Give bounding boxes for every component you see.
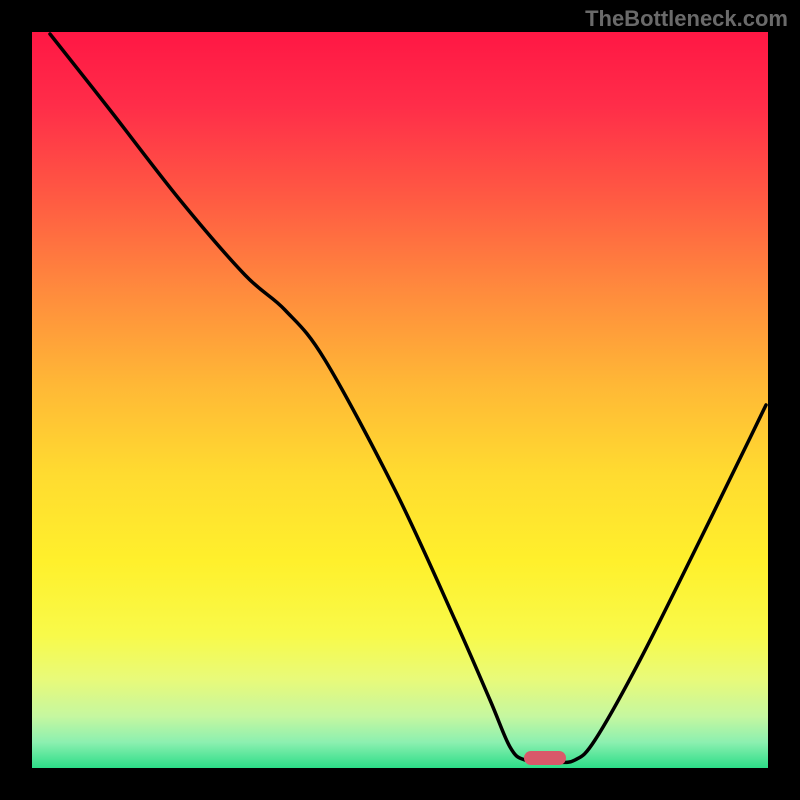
gradient-plot-area xyxy=(32,32,768,768)
watermark-text: TheBottleneck.com xyxy=(585,6,788,32)
chart-svg xyxy=(0,0,800,800)
optimal-marker xyxy=(524,751,566,765)
bottleneck-chart: TheBottleneck.com xyxy=(0,0,800,800)
